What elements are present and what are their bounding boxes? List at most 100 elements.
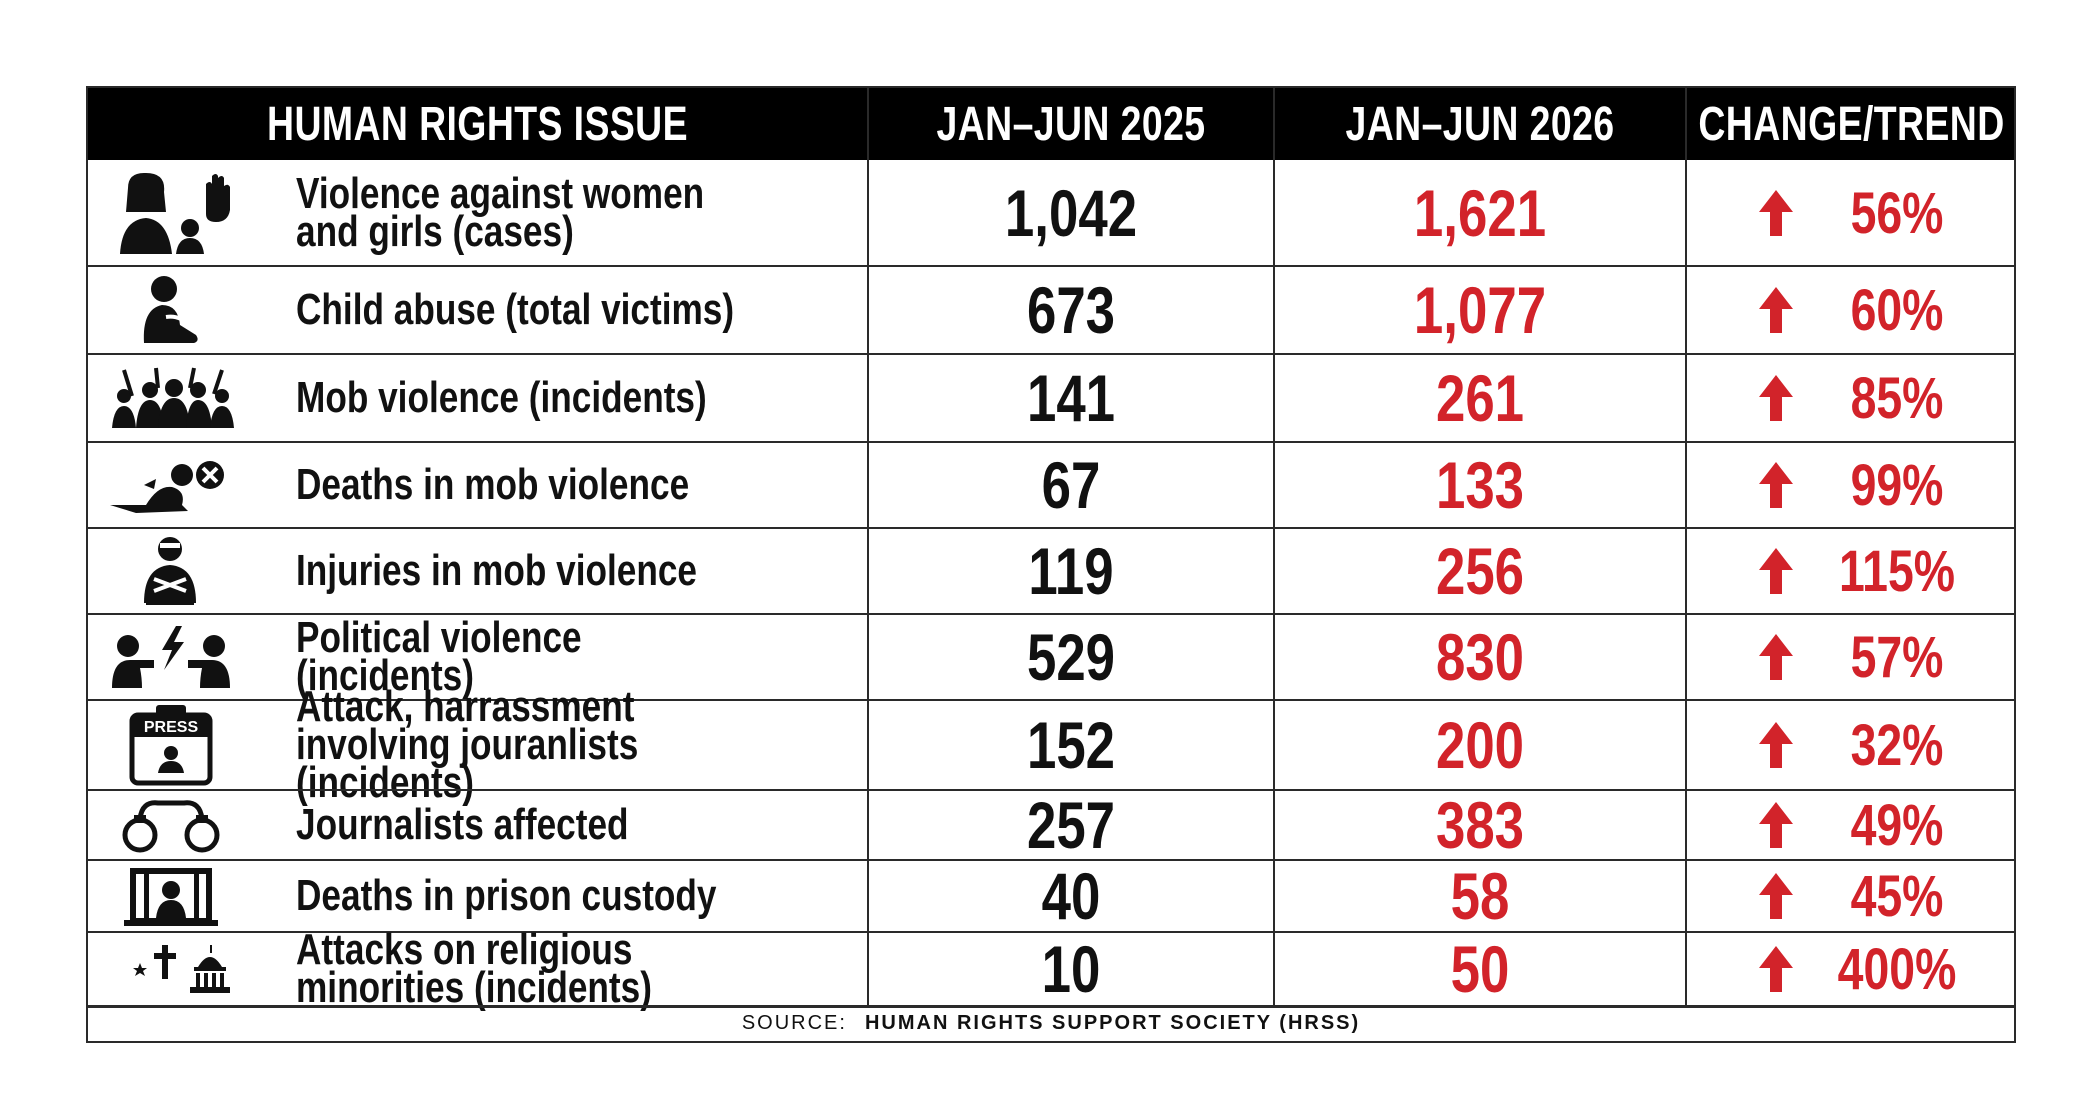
value-2025: 257 [1026,788,1116,862]
change-cell: 57% [1687,614,2016,700]
up-arrow-icon [1759,528,1793,614]
value-2026: 133 [1435,448,1525,522]
child-sitting-icon [106,266,236,354]
value-2026: 1,077 [1413,273,1547,347]
change-cell: 85% [1687,354,2016,442]
change-percent: 49% [1850,792,1944,858]
change-cell: 49% [1687,790,2016,860]
column-divider [867,88,869,1006]
value-2026: 200 [1435,708,1525,782]
up-arrow-icon [1759,700,1793,790]
up-arrow-icon [1759,932,1793,1006]
up-arrow-icon [1759,860,1793,932]
header-2025: JAN–JUN 2025 [936,97,1206,151]
row-divider [88,527,2014,529]
change-cell: 115% [1687,528,2016,614]
change-percent: 99% [1850,452,1944,518]
table-row: Attacks on religious minorities (inciden… [88,925,2016,1012]
fallen-person-icon [106,442,236,528]
row-divider [88,265,2014,267]
source-prefix: SOURCE: [741,1012,847,1034]
header-2026: JAN–JUN 2026 [1345,97,1615,151]
issue-label: Child abuse (total victims) [296,285,735,334]
source-name: HUMAN RIGHTS SUPPORT SOCIETY (HRSS) [864,1012,1361,1034]
prison-bars-icon [106,860,236,932]
up-arrow-icon [1759,442,1793,528]
change-cell: 45% [1687,860,2016,932]
table-row: Child abuse (total victims) 673 1,077 60% [88,266,2014,354]
change-percent: 57% [1850,624,1944,690]
value-2026: 383 [1435,788,1525,862]
value-2026: 1,621 [1413,176,1547,250]
column-divider [1685,88,1687,1006]
table-row: PRESS Attack, harrassment involving joura… [88,682,2016,807]
header-trend: CHANGE/TREND [1698,97,2005,151]
issue-label: Violence against women and girls (cases) [296,169,705,256]
press-badge-icon: PRESS [106,700,236,790]
value-2025: 141 [1026,361,1116,435]
value-2025: 40 [1041,859,1101,933]
issue-label: Attack, harrassment involving jouranlist… [296,682,639,807]
source-line: SOURCE: HUMAN RIGHTS SUPPORT SOCIETY (HR… [88,1006,2014,1041]
up-arrow-icon [1759,790,1793,860]
row-divider [88,931,2014,933]
issue-label: Injuries in mob violence [296,546,697,595]
change-percent: 32% [1850,712,1944,778]
change-percent: 60% [1850,277,1944,343]
table-row: Injuries in mob violence 119 256 115% [88,528,2014,614]
issue-label: Mob violence (incidents) [296,373,707,422]
row-divider [88,1005,2014,1008]
table-row: Deaths in prison custody 40 58 45% [88,859,2016,933]
issue-label: Deaths in mob violence [296,460,690,509]
table-row: Deaths in mob violence 67 133 99% [88,442,2014,528]
value-2025: 67 [1041,448,1101,522]
row-divider [88,441,2014,443]
table-row: Mob violence (incidents) 141 261 85% [88,354,2014,442]
value-2025: 673 [1026,273,1116,347]
issue-label: Journalists affected [296,800,629,849]
row-divider [88,859,2014,861]
political-clash-icon [106,614,236,700]
header-issue: HUMAN RIGHTS ISSUE [267,97,688,151]
change-percent: 115% [1838,538,1956,604]
row-divider [88,699,2014,701]
value-2025: 119 [1028,534,1114,608]
change-percent: 45% [1850,863,1944,929]
value-2026: 261 [1435,361,1525,435]
injured-person-icon [106,528,236,614]
change-cell: 32% [1687,700,2016,790]
issue-label: Political violence (incidents) [296,613,582,700]
value-2026: 830 [1435,620,1525,694]
mob-crowd-icon [106,354,236,442]
row-divider [88,613,2014,615]
table-row: Violence against women and girls (cases)… [88,160,2014,266]
value-2025: 529 [1026,620,1116,694]
up-arrow-icon [1759,614,1793,700]
svg-text:PRESS: PRESS [144,719,199,736]
table-row: Journalists affected 257 383 49% [88,788,2016,862]
change-cell: 99% [1687,442,2016,528]
column-divider [1273,88,1275,1006]
woman-hand-stop-icon [106,160,236,266]
value-2025: 152 [1026,708,1116,782]
issue-label: Deaths in prison custody [296,871,717,920]
issue-label: Attacks on religious minorities (inciden… [296,925,652,1012]
row-divider [88,789,2014,791]
table-header: HUMAN RIGHTS ISSUE JAN–JUN 2025 JAN–JUN … [88,88,2014,160]
religious-symbols-icon [106,932,236,1006]
value-2025: 10 [1041,932,1101,1006]
up-arrow-icon [1759,160,1793,266]
handcuffs-icon [106,790,236,860]
change-percent: 85% [1850,365,1944,431]
up-arrow-icon [1759,266,1793,354]
change-cell: 56% [1687,160,2016,266]
change-percent: 56% [1850,180,1944,246]
table-row: Political violence (incidents) 529 830 57% [88,614,2014,700]
value-2025: 1,042 [1004,176,1138,250]
value-2026: 58 [1450,859,1510,933]
row-divider [88,353,2014,355]
value-2026: 256 [1435,534,1525,608]
change-cell: 60% [1687,266,2016,354]
change-cell: 400% [1687,932,2016,1006]
rights-table: HUMAN RIGHTS ISSUE JAN–JUN 2025 JAN–JUN … [86,86,2016,1043]
